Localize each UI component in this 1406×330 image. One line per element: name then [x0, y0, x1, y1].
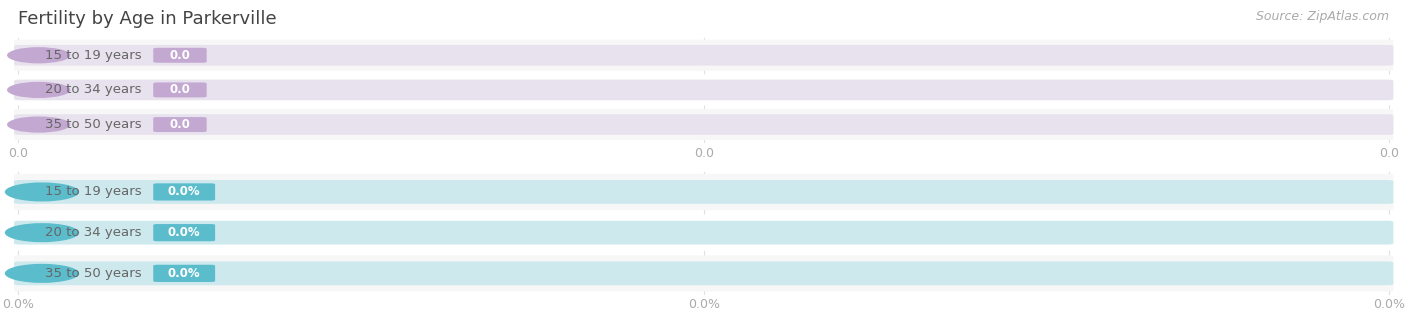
FancyBboxPatch shape: [14, 45, 1393, 66]
Text: 0.0: 0.0: [170, 83, 190, 96]
Ellipse shape: [7, 47, 70, 63]
FancyBboxPatch shape: [14, 255, 1393, 291]
FancyBboxPatch shape: [153, 82, 207, 97]
Ellipse shape: [4, 223, 79, 242]
Ellipse shape: [7, 82, 70, 98]
Text: 0.0%: 0.0%: [167, 267, 201, 280]
Text: Source: ZipAtlas.com: Source: ZipAtlas.com: [1256, 10, 1389, 23]
Text: 0.0%: 0.0%: [1374, 298, 1405, 312]
Text: 0.0: 0.0: [693, 147, 714, 160]
Text: 0.0%: 0.0%: [688, 298, 720, 312]
FancyBboxPatch shape: [14, 74, 1393, 106]
FancyBboxPatch shape: [14, 174, 1393, 210]
FancyBboxPatch shape: [14, 180, 1393, 204]
Text: 0.0: 0.0: [170, 118, 190, 131]
Text: 0.0%: 0.0%: [3, 298, 34, 312]
Ellipse shape: [7, 116, 70, 133]
Text: 35 to 50 years: 35 to 50 years: [45, 267, 142, 280]
Text: 20 to 34 years: 20 to 34 years: [45, 83, 142, 96]
FancyBboxPatch shape: [153, 224, 215, 241]
Text: 0.0: 0.0: [170, 49, 190, 62]
Ellipse shape: [4, 264, 79, 283]
FancyBboxPatch shape: [14, 109, 1393, 140]
FancyBboxPatch shape: [153, 117, 207, 132]
Text: 15 to 19 years: 15 to 19 years: [45, 185, 142, 198]
FancyBboxPatch shape: [14, 80, 1393, 100]
FancyBboxPatch shape: [14, 261, 1393, 285]
FancyBboxPatch shape: [14, 214, 1393, 251]
Text: 0.0%: 0.0%: [167, 226, 201, 239]
Text: 0.0%: 0.0%: [167, 185, 201, 198]
Text: 15 to 19 years: 15 to 19 years: [45, 49, 142, 62]
Text: 0.0: 0.0: [1379, 147, 1399, 160]
FancyBboxPatch shape: [14, 221, 1393, 245]
FancyBboxPatch shape: [14, 114, 1393, 135]
FancyBboxPatch shape: [153, 183, 215, 201]
Text: Fertility by Age in Parkerville: Fertility by Age in Parkerville: [18, 10, 277, 28]
Text: 35 to 50 years: 35 to 50 years: [45, 118, 142, 131]
Ellipse shape: [4, 182, 79, 202]
FancyBboxPatch shape: [153, 48, 207, 63]
Text: 0.0: 0.0: [8, 147, 28, 160]
Text: 20 to 34 years: 20 to 34 years: [45, 226, 142, 239]
FancyBboxPatch shape: [14, 40, 1393, 71]
FancyBboxPatch shape: [153, 265, 215, 282]
